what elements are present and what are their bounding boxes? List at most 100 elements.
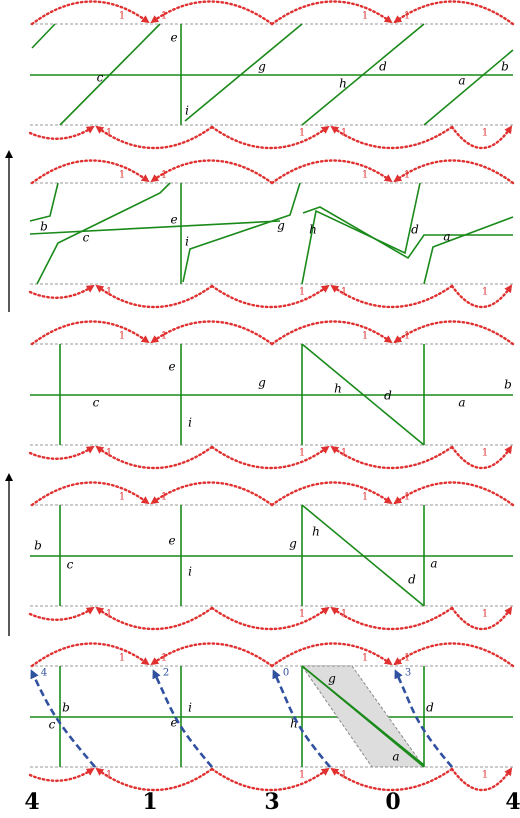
red-arc (95, 606, 214, 631)
edge-label: e (170, 716, 177, 730)
red-arc (28, 445, 95, 460)
arc-label: 1 (362, 11, 368, 22)
edge-label: e (170, 31, 177, 45)
arc-label: 1 (404, 170, 410, 181)
arc-label: 1 (404, 11, 410, 22)
green-line (302, 206, 513, 260)
red-arc (210, 767, 330, 792)
arc-label: 1 (362, 331, 368, 342)
arc-label: 1 (341, 287, 347, 298)
red-arc (450, 767, 513, 792)
bottom-number: 3 (264, 789, 279, 815)
red-arc (270, 159, 393, 185)
bottom-number: 1 (142, 789, 157, 815)
red-arc (210, 445, 330, 470)
red-arc (393, 159, 515, 185)
arc-label: 1 (482, 770, 488, 781)
green-line (184, 23, 303, 122)
red-arc (150, 159, 274, 185)
edge-label: b (62, 701, 70, 715)
blue-label: 0 (283, 668, 289, 679)
red-arc (150, 0, 274, 26)
green-line (59, 23, 161, 126)
edge-label: e (168, 360, 175, 374)
red-arc (30, 159, 150, 185)
red-arc (28, 767, 95, 782)
edge-label: d (379, 60, 387, 74)
arc-label: 1 (161, 170, 167, 181)
arc-label: 1 (299, 128, 305, 139)
arc-label: 1 (362, 653, 368, 664)
arc-label: 1 (161, 331, 167, 342)
arc-label: 1 (341, 770, 347, 781)
blue-label: 2 (163, 668, 169, 679)
edge-label: d (411, 223, 419, 237)
red-arc (393, 481, 515, 507)
arc-label: 1 (362, 170, 368, 181)
arc-label: 1 (299, 609, 305, 620)
green-line (31, 23, 56, 49)
red-arc (95, 125, 214, 150)
edge-label: h (312, 525, 320, 539)
red-arc (450, 445, 513, 470)
edge-label: d (426, 701, 434, 715)
blue-curve (152, 669, 213, 768)
red-arc (210, 125, 330, 150)
edge-label: h (334, 382, 342, 396)
green-line (301, 23, 425, 126)
arc-label: 1 (362, 492, 368, 503)
edge-label: e (168, 534, 175, 548)
edge-label: e (170, 213, 177, 227)
red-arc (450, 284, 513, 309)
edge-label: b (40, 220, 48, 234)
red-arc (28, 125, 95, 140)
red-arc (450, 125, 513, 150)
edge-label: c (49, 718, 56, 732)
bottom-number: 4 (24, 789, 39, 815)
arc-label: 1 (106, 287, 112, 298)
edge-label: h (309, 223, 317, 237)
blue-label: 4 (41, 668, 47, 679)
edge-label: g (258, 376, 266, 390)
arc-label: 1 (404, 492, 410, 503)
red-arc (30, 0, 150, 26)
edge-label: a (458, 74, 465, 88)
arc-label: 1 (341, 609, 347, 620)
edge-label: i (188, 416, 192, 430)
edge-label: b (501, 60, 509, 74)
edge-label: c (93, 396, 100, 410)
blue-label: 3 (405, 668, 411, 679)
red-arc (95, 284, 214, 309)
green-line (36, 182, 171, 285)
green-line (301, 182, 421, 285)
edge-label: d (408, 573, 416, 587)
arc-label: 1 (482, 287, 488, 298)
arc-label: 1 (299, 448, 305, 459)
red-arc (210, 284, 330, 309)
edge-label: d (384, 389, 392, 403)
blue-curve (30, 669, 96, 768)
arc-label: 1 (341, 128, 347, 139)
red-arc (28, 284, 95, 299)
blue-curve (394, 669, 453, 768)
edge-label: b (34, 539, 42, 553)
edge-label: g (289, 537, 297, 551)
edge-label: g (277, 219, 285, 233)
arc-label: 1 (299, 770, 305, 781)
arc-label: 1 (404, 331, 410, 342)
arc-label: 1 (161, 492, 167, 503)
edge-label: a (392, 750, 399, 764)
red-arc (393, 642, 515, 668)
edge-label: c (83, 231, 90, 245)
edge-label: h (290, 717, 298, 731)
bottom-number: 0 (385, 789, 400, 815)
edge-label: c (67, 558, 74, 572)
red-arc (95, 767, 214, 792)
red-arc (393, 320, 515, 346)
red-arc (30, 320, 150, 346)
red-arc (30, 642, 150, 668)
edge-label: c (97, 71, 104, 85)
arc-label: 1 (106, 770, 112, 781)
blue-curve (272, 669, 331, 768)
